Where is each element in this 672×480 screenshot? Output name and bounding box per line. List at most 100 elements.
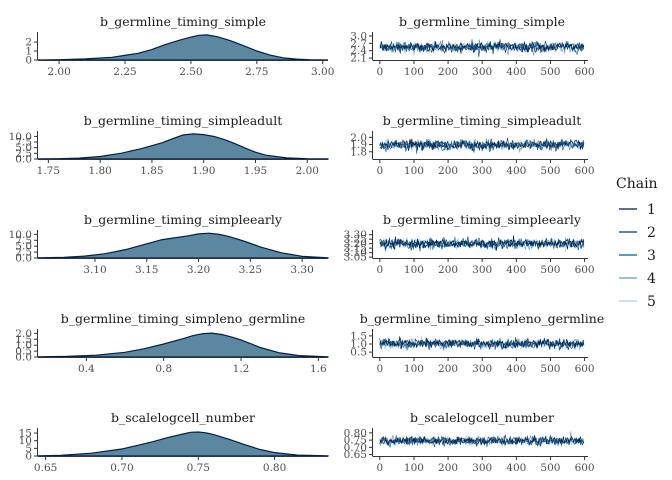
x-tick-label: 400 xyxy=(506,363,526,375)
y-tick-label: 0.0 xyxy=(15,352,32,364)
x-tick-label: 1.85 xyxy=(140,165,163,177)
x-tick-label: 1.2 xyxy=(233,363,250,375)
y-tick-label: 10.0 xyxy=(9,131,32,143)
y-tick-label: 0.0 xyxy=(15,253,32,265)
x-tick-label: 200 xyxy=(438,165,458,177)
y-tick-label: 15 xyxy=(19,428,32,440)
x-tick-label: 100 xyxy=(404,165,424,177)
trace-chain-2 xyxy=(379,337,585,351)
x-tick-label: 3.00 xyxy=(311,66,334,78)
trace-chain-1 xyxy=(379,434,585,448)
y-tick-label: 5.0 xyxy=(15,142,32,154)
x-tick-label: 600 xyxy=(575,462,595,474)
panel-trace-1: b_germline_timing_simpleadult 0 100 200 300 4… xyxy=(350,113,594,177)
y-tick-label: 10 xyxy=(19,435,32,447)
x-tick-label: 2.50 xyxy=(179,66,202,78)
legend-label-1: 1 xyxy=(647,202,656,218)
y-tick-label: 3.0 xyxy=(350,30,367,42)
panel-title: b_germline_timing_simpleadult xyxy=(84,113,283,128)
x-tick-label: 0.80 xyxy=(263,462,286,474)
panel-title: b_germline_timing_simple xyxy=(100,14,266,29)
x-tick-label: 500 xyxy=(540,264,560,276)
x-tick-label: 0 xyxy=(376,363,383,375)
y-tick-label: 3.30 xyxy=(344,229,367,241)
x-tick-label: 1.6 xyxy=(310,363,327,375)
density-area xyxy=(37,34,329,61)
y-tick-label: 1.5 xyxy=(350,330,367,342)
y-tick-label: 0.5 xyxy=(350,347,367,359)
panel-title: b_germline_timing_simpleearly xyxy=(84,212,283,227)
y-tick-label: 2.5 xyxy=(15,247,32,259)
y-tick-label: 0.5 xyxy=(15,346,32,358)
y-tick-label: 7.5 xyxy=(15,235,32,247)
density-area xyxy=(37,332,329,358)
x-tick-label: 2.00 xyxy=(296,165,319,177)
density-area xyxy=(37,133,329,160)
x-tick-label: 300 xyxy=(472,462,492,474)
panel-trace-3: b_germline_timing_simpleno_germline 0 100 2… xyxy=(350,311,604,375)
x-tick-label: 300 xyxy=(472,66,492,78)
density-area xyxy=(37,232,329,259)
panel-title: b_germline_timing_simpleearly xyxy=(383,212,582,227)
trace-chain-2 xyxy=(379,39,585,57)
y-tick-label: 0.80 xyxy=(344,427,367,439)
x-tick-label: 100 xyxy=(404,462,424,474)
panel-density-1: b_germline_timing_simpleadult 1.75 1.80 1.8… xyxy=(9,113,329,177)
y-tick-label: 1.0 xyxy=(350,339,367,351)
y-tick-label: 0.70 xyxy=(344,442,367,454)
y-tick-label: 3.10 xyxy=(344,247,367,259)
x-tick-label: 300 xyxy=(472,264,492,276)
legend-title: Chain xyxy=(616,176,658,192)
x-tick-label: 1.90 xyxy=(192,165,215,177)
y-tick-label: 5.0 xyxy=(15,241,32,253)
x-tick-label: 200 xyxy=(438,462,458,474)
y-tick-label: 10.0 xyxy=(9,229,32,241)
y-tick-label: 2.1 xyxy=(350,53,367,65)
legend: Chain 1 2 3 4 5 xyxy=(616,176,658,310)
legend-label-4: 4 xyxy=(647,271,656,287)
x-tick-label: 600 xyxy=(575,264,595,276)
x-tick-label: 600 xyxy=(575,363,595,375)
panel-trace-2: b_germline_timing_simpleearly 0 100 200 300 4… xyxy=(344,212,595,276)
legend-label-2: 2 xyxy=(647,225,656,241)
panel-title: b_germline_timing_simpleno_germline xyxy=(360,311,605,326)
x-tick-label: 100 xyxy=(404,66,424,78)
x-tick-label: 100 xyxy=(404,264,424,276)
x-tick-label: 400 xyxy=(506,462,526,474)
y-tick-label: 2.4 xyxy=(350,45,367,57)
panel-density-2: b_germline_timing_simpleearly 3.10 3.15 3.2… xyxy=(9,212,329,276)
y-tick-label: 0.0 xyxy=(15,154,32,166)
panel-title: b_scalelogcell_number xyxy=(410,410,554,425)
panel-title: b_germline_timing_simple xyxy=(399,14,565,29)
x-tick-label: 0 xyxy=(376,462,383,474)
x-tick-label: 2.75 xyxy=(245,66,268,78)
y-tick-label: 2.0 xyxy=(15,328,32,340)
x-tick-label: 500 xyxy=(540,363,560,375)
y-tick-label: 1.9 xyxy=(350,139,367,151)
x-tick-label: 500 xyxy=(540,66,560,78)
x-tick-label: 0 xyxy=(376,264,383,276)
y-tick-label: 2 xyxy=(25,37,32,49)
x-tick-label: 1.75 xyxy=(37,165,60,177)
y-tick-label: 2.0 xyxy=(350,132,367,144)
x-tick-label: 3.30 xyxy=(290,264,313,276)
density-area xyxy=(37,431,329,457)
y-tick-label: 0 xyxy=(25,451,32,463)
x-tick-label: 3.20 xyxy=(187,264,210,276)
x-tick-label: 0.65 xyxy=(34,462,57,474)
panel-trace-0: b_germline_timing_simple 0 100 200 300 400 500… xyxy=(350,14,594,78)
x-tick-label: 3.15 xyxy=(135,264,158,276)
y-tick-label: 0.65 xyxy=(344,449,367,461)
y-tick-label: 7.5 xyxy=(15,137,32,149)
x-tick-label: 2.00 xyxy=(47,66,70,78)
y-tick-label: 0 xyxy=(25,55,32,67)
trace-chain-1 xyxy=(379,41,585,55)
legend-label-3: 3 xyxy=(647,248,656,264)
x-tick-label: 300 xyxy=(472,363,492,375)
y-tick-label: 0.75 xyxy=(344,435,367,447)
y-tick-label: 3.20 xyxy=(344,238,367,250)
trace-chain-2 xyxy=(379,434,585,447)
x-tick-label: 400 xyxy=(506,66,526,78)
x-tick-label: 0.75 xyxy=(187,462,210,474)
